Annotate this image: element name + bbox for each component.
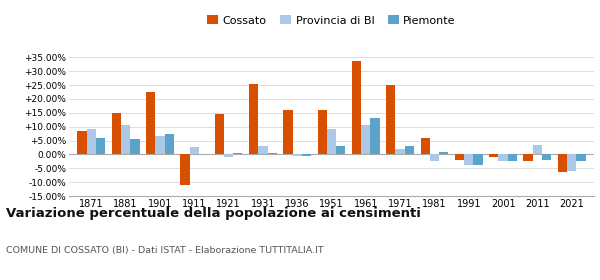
Bar <box>370 118 380 154</box>
Bar <box>86 129 96 154</box>
Bar <box>542 154 551 160</box>
Bar <box>421 138 430 154</box>
Bar <box>258 146 268 154</box>
Bar <box>361 125 370 154</box>
Bar <box>268 153 277 154</box>
Bar <box>558 154 567 172</box>
Bar <box>293 154 302 156</box>
Bar <box>489 154 499 157</box>
Bar <box>190 148 199 154</box>
Bar <box>386 85 395 154</box>
Bar <box>405 146 414 154</box>
Bar <box>577 154 586 161</box>
Bar <box>164 134 174 154</box>
Bar <box>283 110 293 154</box>
Bar <box>215 114 224 154</box>
Bar <box>224 154 233 157</box>
Bar <box>249 84 258 154</box>
Bar <box>155 136 164 154</box>
Bar <box>130 139 140 154</box>
Bar <box>464 154 473 165</box>
Bar <box>112 113 121 154</box>
Bar <box>523 154 533 161</box>
Text: Variazione percentuale della popolazione ai censimenti: Variazione percentuale della popolazione… <box>6 207 421 220</box>
Bar <box>77 131 86 154</box>
Bar <box>302 154 311 156</box>
Bar <box>439 152 448 154</box>
Bar <box>327 129 336 154</box>
Bar <box>317 110 327 154</box>
Bar <box>146 92 155 154</box>
Bar <box>336 146 346 154</box>
Legend: Cossato, Provincia di BI, Piemonte: Cossato, Provincia di BI, Piemonte <box>207 15 456 26</box>
Bar <box>352 62 361 154</box>
Bar <box>233 153 242 154</box>
Bar <box>96 138 105 154</box>
Bar <box>395 149 405 154</box>
Bar <box>455 154 464 160</box>
Bar <box>430 154 439 161</box>
Bar <box>473 154 482 165</box>
Text: COMUNE DI COSSATO (BI) - Dati ISTAT - Elaborazione TUTTITALIA.IT: COMUNE DI COSSATO (BI) - Dati ISTAT - El… <box>6 246 323 255</box>
Bar <box>508 154 517 161</box>
Bar <box>121 125 130 154</box>
Bar <box>181 154 190 185</box>
Bar <box>567 154 577 171</box>
Bar <box>533 145 542 154</box>
Bar <box>499 154 508 161</box>
